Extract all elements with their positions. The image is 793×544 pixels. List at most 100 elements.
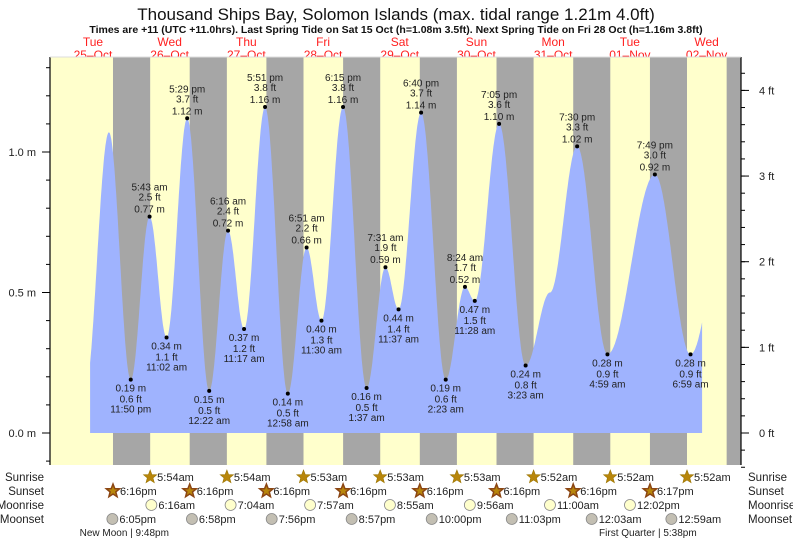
tide-point bbox=[396, 307, 401, 312]
row-label-right-sunset: Sunset bbox=[748, 486, 785, 498]
moonrise-icon bbox=[384, 499, 396, 511]
tide-feet: 3.7 ft bbox=[410, 89, 432, 100]
tide-meters: 1.14 m bbox=[406, 101, 437, 112]
day-label-dow: Wed bbox=[694, 35, 718, 49]
tide-meters: 0.40 m bbox=[306, 325, 337, 336]
right-tick-label: 3 ft bbox=[759, 171, 774, 183]
tide-high: 5:51 pm3.8 ft1.16 m bbox=[247, 73, 283, 110]
tide-feet: 1.3 ft bbox=[310, 336, 332, 347]
tide-feet: 0.6 ft bbox=[435, 395, 457, 406]
moonrise-event: 12:02pm bbox=[624, 499, 680, 512]
tide-point bbox=[263, 105, 268, 110]
tide-time: 4:59 am bbox=[589, 379, 625, 390]
tide-area bbox=[90, 107, 703, 433]
tide-time: 6:40 pm bbox=[403, 79, 439, 90]
moonrise-icon bbox=[304, 499, 317, 511]
tide-time: 3:23 am bbox=[508, 391, 544, 402]
right-tick-label: 0 ft bbox=[759, 428, 774, 440]
row-label-sunrise: Sunrise bbox=[5, 472, 44, 484]
tide-feet: 3.7 ft bbox=[176, 94, 198, 105]
moonset-time: 6:58pm bbox=[199, 514, 236, 526]
tide-feet: 2.4 ft bbox=[217, 207, 239, 218]
day-label-dow: Fri bbox=[316, 35, 330, 49]
moonset-time: 6:05pm bbox=[119, 514, 156, 526]
tide-feet: 3.3 ft bbox=[566, 122, 588, 133]
day-label-dow: Tue bbox=[83, 35, 104, 49]
day-label-dow: Sun bbox=[466, 35, 487, 49]
sunset-time: 6:16pm bbox=[580, 486, 617, 498]
sunrise-star-icon bbox=[142, 469, 158, 484]
right-tick-label: 2 ft bbox=[759, 257, 774, 269]
tide-fill bbox=[90, 107, 703, 433]
sunset-event: 6:16pm bbox=[104, 481, 157, 499]
tide-high: 7:31 am1.9 ft0.59 m bbox=[367, 233, 404, 270]
row-label-right-moonrise: Moonrise bbox=[748, 500, 793, 512]
sunrise-star-icon bbox=[372, 469, 388, 484]
tide-point bbox=[605, 352, 610, 357]
tide-meters: 0.44 m bbox=[383, 313, 414, 324]
sunset-time: 6:16pm bbox=[427, 486, 464, 498]
tide-time: 7:49 pm bbox=[637, 140, 673, 151]
sunrise-time: 5:54am bbox=[157, 472, 194, 484]
tide-feet: 1.2 ft bbox=[233, 344, 255, 355]
day-label-dow: Sat bbox=[391, 35, 410, 49]
tide-feet: 3.8 ft bbox=[254, 83, 276, 94]
tide-high: 6:40 pm3.7 ft1.14 m bbox=[403, 79, 439, 115]
tide-meters: 0.28 m bbox=[592, 358, 623, 369]
tide-feet: 0.5 ft bbox=[355, 403, 377, 414]
sunrise-time: 5:53am bbox=[387, 472, 424, 484]
sunset-time: 6:16pm bbox=[350, 486, 387, 498]
tide-time: 11:37 am bbox=[378, 334, 419, 345]
sunset-star-icon bbox=[487, 481, 506, 499]
sunset-event: 6:17pm bbox=[641, 481, 694, 499]
moonrise-event: 11:00am bbox=[544, 499, 599, 512]
sunrise-event: 5:52am bbox=[679, 469, 731, 484]
tide-meters: 1.16 m bbox=[328, 95, 359, 106]
sunset-star-icon bbox=[334, 481, 352, 499]
sunset-event: 6:16pm bbox=[257, 481, 310, 499]
sunrise-star-icon bbox=[219, 469, 235, 484]
tide-point bbox=[652, 172, 657, 177]
tide-high: 5:43 am2.5 ft0.77 m bbox=[132, 183, 168, 219]
sunrise-event: 5:53am bbox=[449, 469, 501, 484]
tide-high: 7:05 pm3.6 ft1.10 m bbox=[481, 90, 517, 126]
moonrise-icon bbox=[224, 499, 237, 511]
sunrise-event: 5:52am bbox=[602, 469, 654, 484]
moonset-icon bbox=[345, 513, 358, 525]
tide-meters: 0.19 m bbox=[430, 384, 461, 395]
moonset-icon bbox=[186, 513, 198, 525]
sunset-time: 6:16pm bbox=[197, 486, 234, 498]
moonrise-time: 7:04am bbox=[238, 500, 275, 512]
row-label-right-moonset: Moonset bbox=[748, 514, 793, 526]
tide-point bbox=[185, 116, 190, 121]
left-tick-label: 1.0 m bbox=[8, 147, 36, 159]
moonrise-time: 6:16am bbox=[158, 500, 195, 512]
tide-point bbox=[147, 214, 152, 219]
row-label-right-sunrise: Sunrise bbox=[748, 472, 787, 484]
moonset-event: 12:59am bbox=[665, 513, 721, 526]
tide-point bbox=[304, 245, 309, 250]
day-label-dow: Tue bbox=[620, 35, 641, 49]
moonset-event: 6:05pm bbox=[106, 513, 156, 526]
tide-low: 0.16 m0.5 ft1:37 am bbox=[349, 386, 385, 424]
tide-point bbox=[319, 318, 324, 323]
tide-meters: 1.16 m bbox=[250, 95, 281, 106]
row-label-sunset: Sunset bbox=[8, 486, 45, 498]
sunset-event: 6:16pm bbox=[180, 481, 234, 499]
tide-meters: 0.16 m bbox=[351, 392, 382, 403]
moon-phase-label: New Moon | 9:48pm bbox=[80, 528, 169, 539]
tide-meters: 0.59 m bbox=[370, 255, 401, 266]
tide-meters: 0.34 m bbox=[151, 341, 182, 352]
tide-time: 11:30 am bbox=[301, 346, 342, 357]
tide-time: 11:02 am bbox=[146, 362, 187, 373]
right-tick-label: 4 ft bbox=[759, 85, 774, 97]
tide-feet: 0.9 ft bbox=[596, 369, 618, 380]
moonrise-icon bbox=[624, 499, 636, 511]
tide-point bbox=[128, 377, 133, 382]
sunset-event: 6:16pm bbox=[411, 481, 464, 499]
tide-feet: 0.8 ft bbox=[515, 381, 537, 392]
